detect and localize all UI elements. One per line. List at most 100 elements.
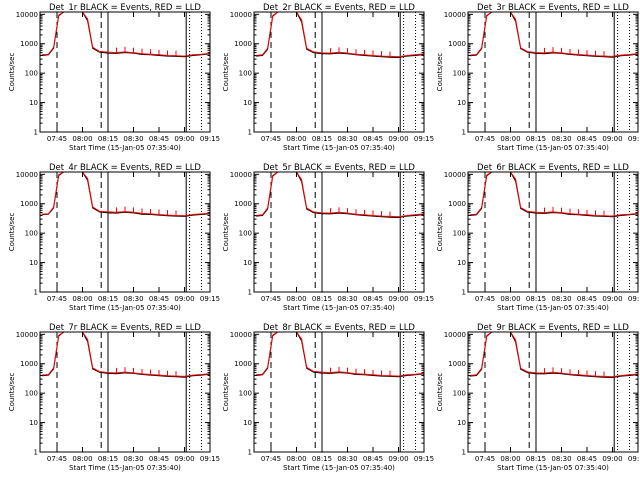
x-tick-label: 09:15 [414,455,434,463]
y-tick-label: 1000 [448,200,466,208]
panel-4: Det_4r BLACK = Events, RED = LLD 1 10 100 10… [8,163,220,312]
y-tick-label: 10 [243,99,252,107]
x-axis-label: Start Time (15-Jan-05 07:35:40) [69,304,181,312]
series-lld [255,332,424,377]
series-lld [41,12,210,57]
y-tick-label: 100 [453,390,466,398]
y-tick-label: 1000 [448,360,466,368]
panel-3: Det_3r BLACK = Events, RED = LLD 1 10 100 10… [436,3,640,152]
x-tick-label: 08:30 [123,135,143,143]
y-tick-label: 1000 [448,40,466,48]
x-tick-label: 08:15 [526,295,546,303]
plot-frame [39,331,211,453]
x-tick-label: 09:15 [414,295,434,303]
y-tick-label: 1000 [234,360,252,368]
plot-frame [39,11,211,133]
y-axis-label: Counts/sec [436,373,444,412]
x-tick-label: 08:30 [123,295,143,303]
y-tick-label: 100 [453,70,466,78]
x-axis-label: Start Time (15-Jan-05 07:35:40) [69,144,181,152]
x-axis-label: Start Time (15-Jan-05 07:35:40) [497,144,609,152]
series-events [255,172,424,219]
x-tick-label: 09:00 [602,135,622,143]
panel-title: Det_5r BLACK = Events, RED = LLD [263,163,415,173]
x-tick-label: 08:00 [72,295,92,303]
y-tick-label: 100 [239,230,252,238]
x-tick-label: 08:45 [149,135,169,143]
x-tick-label: 09:00 [388,455,408,463]
plot-frame [253,331,425,453]
x-tick-label: 09:15 [628,135,640,143]
y-axis-label: Counts/sec [436,53,444,92]
y-tick-label: 10 [243,419,252,427]
x-axis-label: Start Time (15-Jan-05 07:35:40) [283,304,395,312]
y-tick-label: 1 [34,289,38,297]
x-tick-label: 09:15 [628,455,640,463]
y-tick-label: 10 [457,259,466,267]
y-tick-label: 10000 [16,331,38,339]
y-axis-label: Counts/sec [8,213,16,252]
x-tick-label: 08:30 [337,295,357,303]
x-tick-label: 08:30 [551,455,571,463]
y-tick-label: 1 [462,449,466,457]
y-axis-label: Counts/sec [8,373,16,412]
x-tick-label: 09:15 [200,135,220,143]
panel-title: Det_6r BLACK = Events, RED = LLD [477,163,629,173]
y-tick-label: 100 [25,230,38,238]
series-events [469,172,638,218]
x-tick-label: 08:00 [500,295,520,303]
x-axis-label: Start Time (15-Jan-05 07:35:40) [283,144,395,152]
series-lld [469,12,638,57]
series-events [41,172,210,217]
x-tick-label: 09:00 [602,455,622,463]
x-tick-label: 08:45 [577,455,597,463]
y-tick-label: 100 [453,230,466,238]
panel-title: Det_8r BLACK = Events, RED = LLD [263,323,415,333]
x-axis-label: Start Time (15-Jan-05 07:35:40) [69,464,181,472]
y-tick-label: 10 [29,419,38,427]
y-tick-label: 10 [457,99,466,107]
x-tick-label: 09:00 [174,455,194,463]
y-tick-label: 10 [243,259,252,267]
y-axis-label: Counts/sec [8,53,16,92]
x-tick-label: 09:00 [388,135,408,143]
y-tick-label: 100 [239,70,252,78]
plot-frame [467,331,639,453]
x-tick-label: 09:15 [200,295,220,303]
x-tick-label: 07:45 [475,455,495,463]
y-tick-label: 1 [34,449,38,457]
x-tick-label: 08:15 [526,135,546,143]
y-tick-label: 1000 [20,360,38,368]
x-tick-label: 08:30 [337,135,357,143]
x-tick-label: 08:15 [312,135,332,143]
panel-6: Det_6r BLACK = Events, RED = LLD 1 10 100 10… [436,163,640,312]
x-tick-label: 08:15 [98,455,118,463]
y-tick-label: 10000 [444,11,466,19]
x-tick-label: 07:45 [47,455,67,463]
y-tick-label: 1 [248,289,252,297]
y-tick-label: 10000 [230,331,252,339]
panel-title: Det_2r BLACK = Events, RED = LLD [263,3,415,13]
x-tick-label: 07:45 [475,135,495,143]
y-tick-label: 10000 [16,171,38,179]
x-tick-label: 08:00 [286,455,306,463]
y-tick-label: 1 [462,129,466,137]
x-tick-label: 08:30 [337,455,357,463]
x-tick-label: 08:45 [577,135,597,143]
x-tick-label: 07:45 [261,295,281,303]
x-tick-label: 08:30 [123,455,143,463]
series-lld [41,332,210,377]
x-tick-label: 09:15 [200,455,220,463]
x-tick-label: 07:45 [47,295,67,303]
panel-2: Det_2r BLACK = Events, RED = LLD 1 10 100 10… [222,3,434,152]
x-tick-label: 08:30 [551,135,571,143]
x-tick-label: 08:45 [363,455,383,463]
x-tick-label: 08:00 [72,455,92,463]
x-axis-label: Start Time (15-Jan-05 07:35:40) [283,464,395,472]
x-tick-label: 08:15 [312,455,332,463]
panel-title: Det_9r BLACK = Events, RED = LLD [477,323,629,333]
panel-8: Det_8r BLACK = Events, RED = LLD 1 10 100 10… [222,323,434,472]
y-tick-label: 100 [25,390,38,398]
y-tick-label: 1 [34,129,38,137]
panel-title: Det_7r BLACK = Events, RED = LLD [49,323,201,333]
